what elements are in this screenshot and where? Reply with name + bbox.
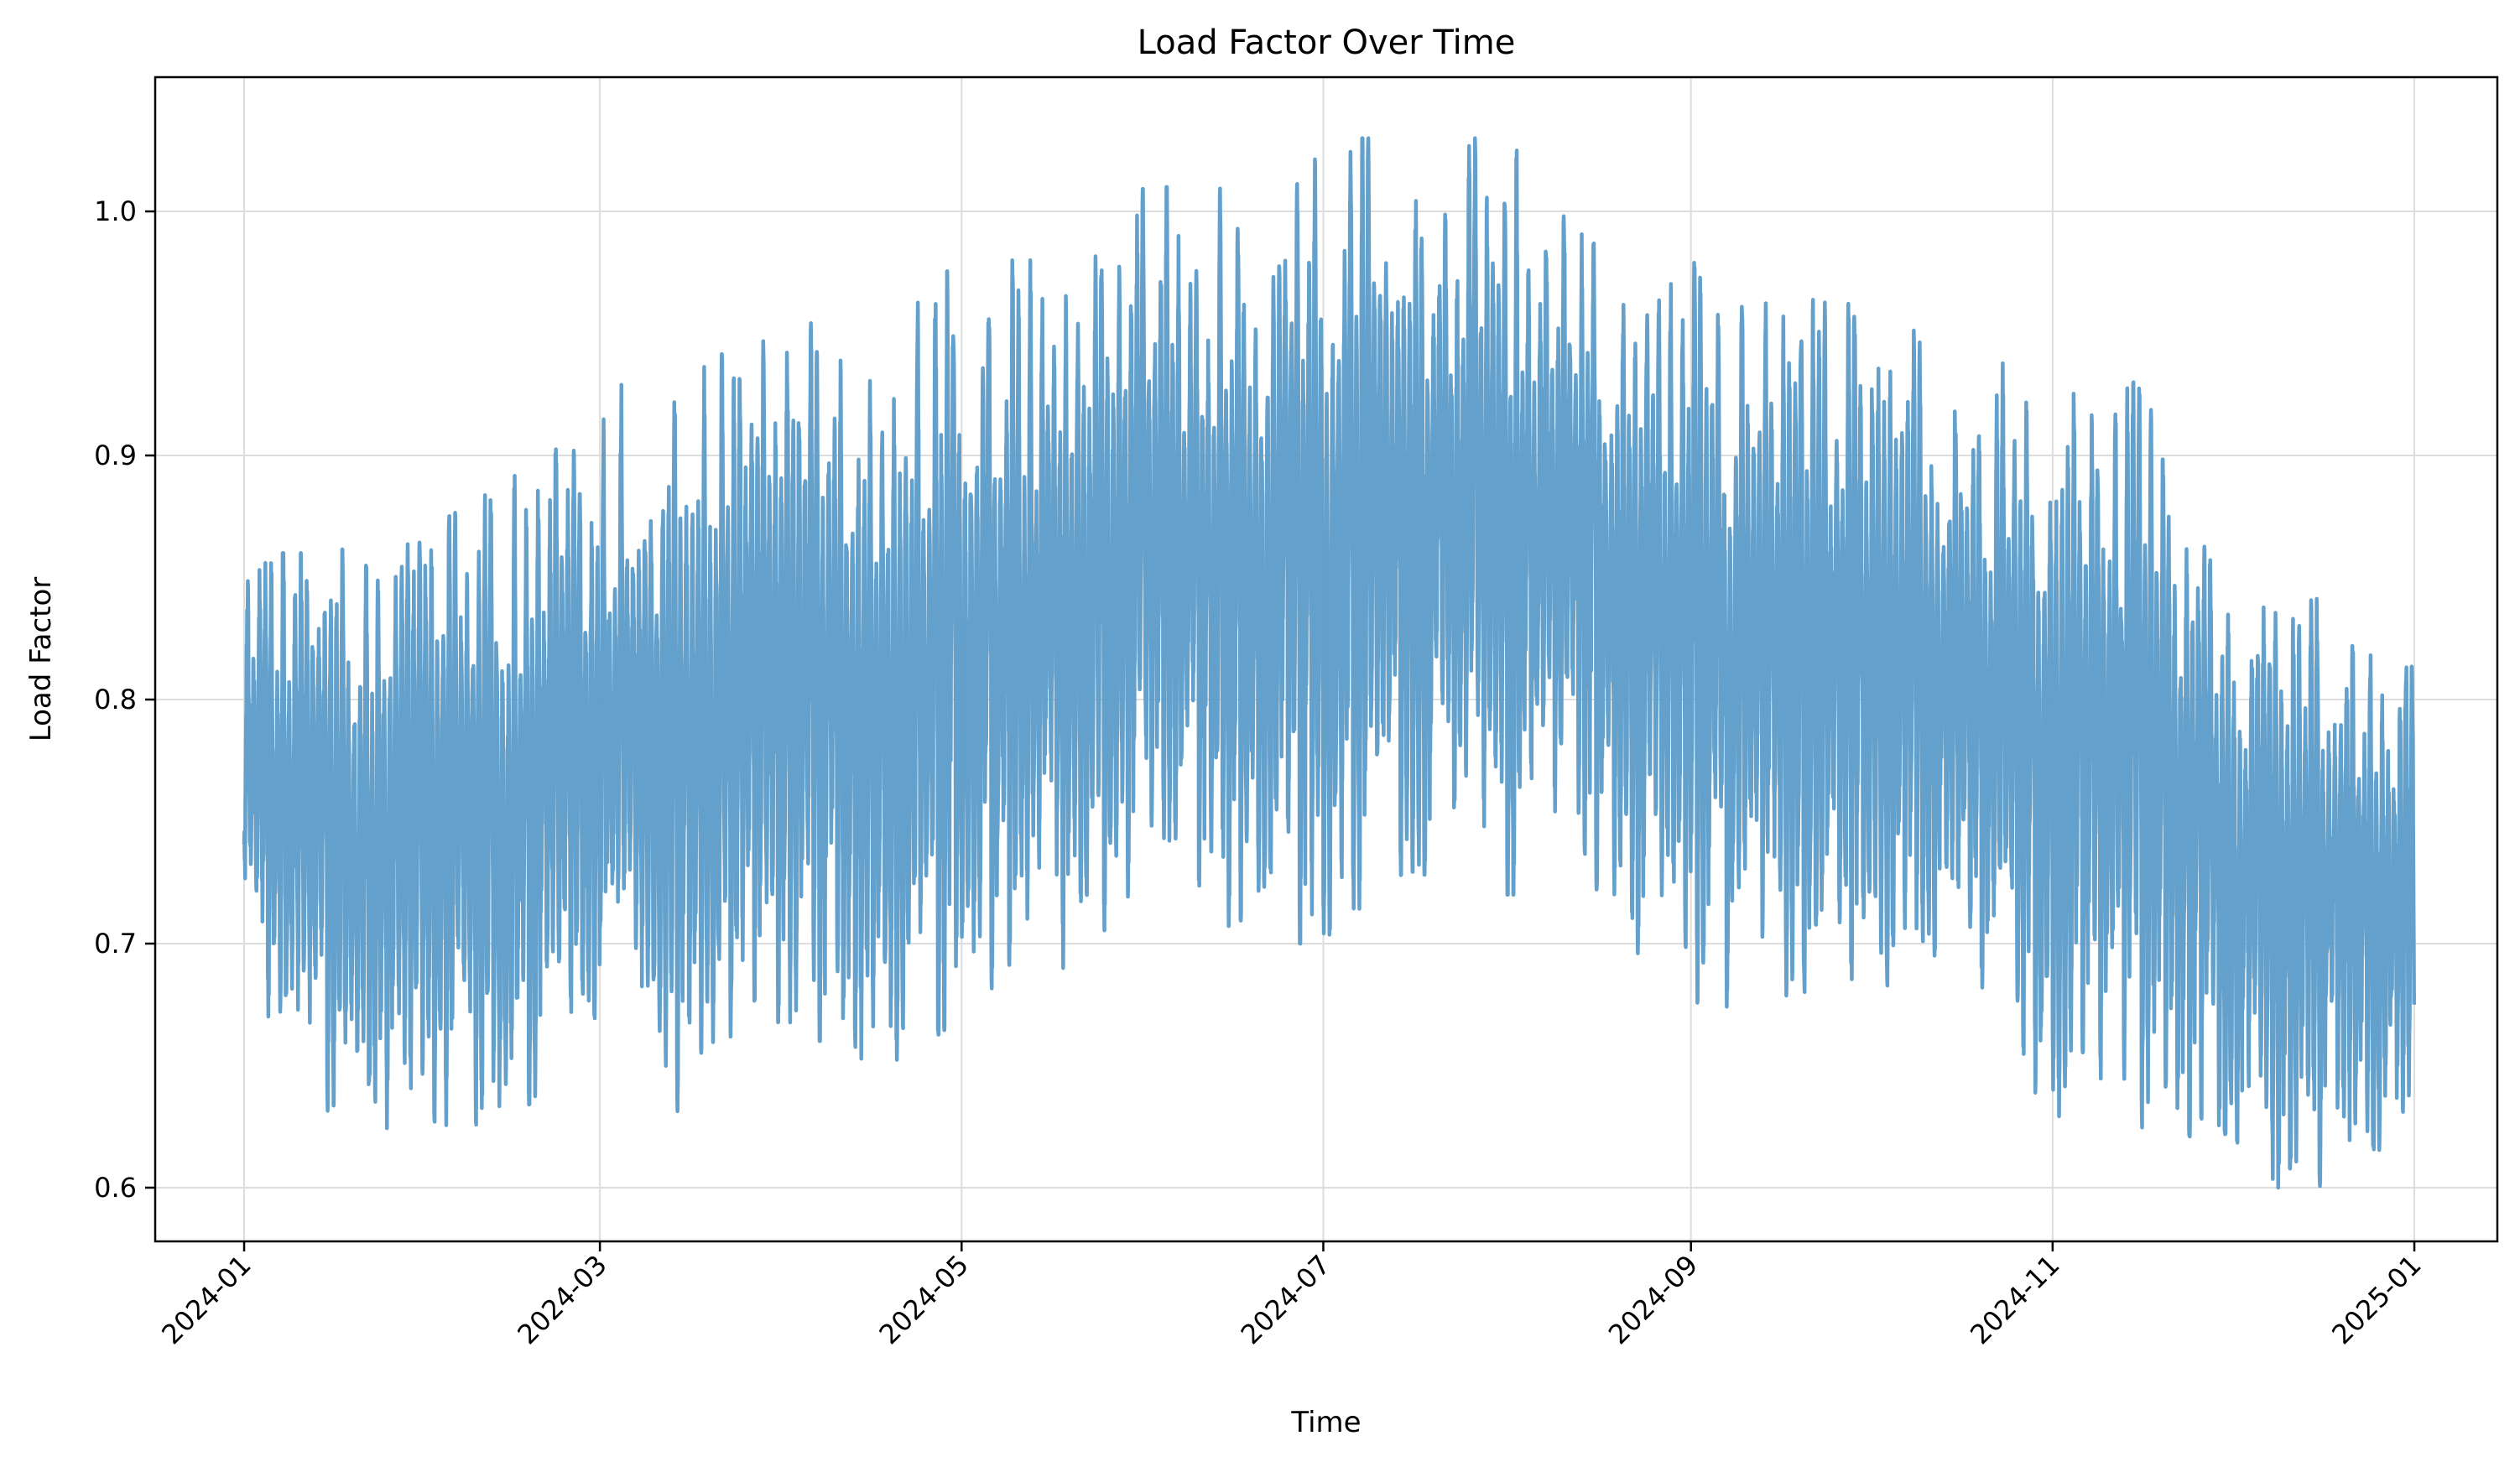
plot-area (242, 136, 2416, 1190)
y-tick-label: 0.6 (94, 1172, 137, 1204)
y-tick-label: 0.7 (94, 928, 137, 960)
chart-title: Load Factor Over Time (1138, 23, 1516, 62)
y-axis-ticks: 0.6 0.7 0.8 0.9 1.0 (94, 195, 155, 1204)
y-tick-label: 0.9 (94, 440, 137, 471)
x-tick-label: 2024-05 (873, 1249, 975, 1350)
x-tick-label: 2024-07 (1235, 1249, 1336, 1350)
x-tick-label: 2024-11 (1964, 1249, 2065, 1350)
y-tick-label: 0.8 (94, 684, 137, 715)
series-line-load-factor (242, 136, 2416, 1190)
y-axis-title: Load Factor (24, 577, 58, 741)
x-tick-label: 2025-01 (2325, 1249, 2427, 1350)
x-tick-label: 2024-01 (155, 1249, 257, 1350)
x-axis-ticks: 2024-01 2024-03 2024-05 2024-07 2024-09 2024-… (155, 1241, 2428, 1350)
axes-frame (154, 75, 2499, 1243)
x-axis-title: Time (1290, 1406, 1361, 1439)
x-tick-label: 2024-03 (511, 1249, 612, 1350)
x-tick-label: 2024-09 (1602, 1249, 1704, 1350)
y-tick-label: 1.0 (94, 195, 137, 227)
